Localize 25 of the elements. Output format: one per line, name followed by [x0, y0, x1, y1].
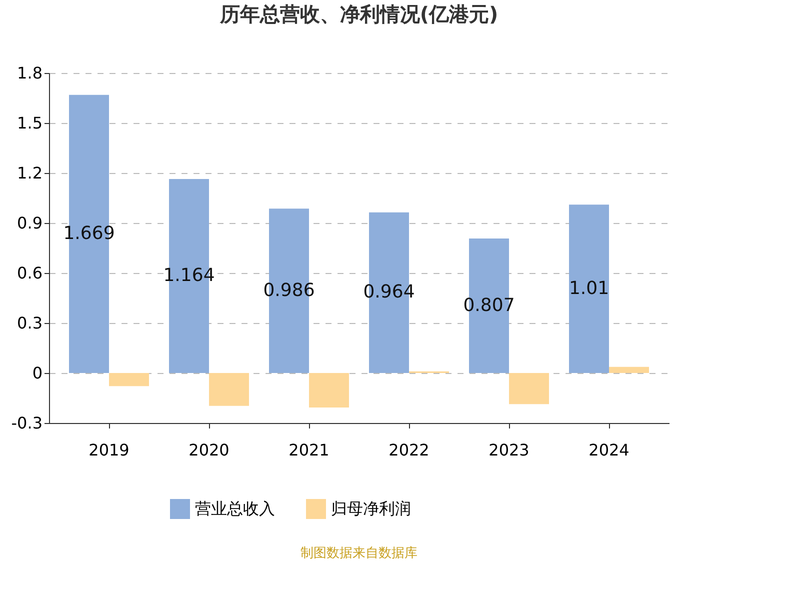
x-tick-label: 2024 — [588, 440, 630, 460]
x-tick-label: 2020 — [188, 440, 230, 460]
y-tick-label: 0.3 — [17, 314, 42, 332]
y-tick-label: 1.2 — [17, 164, 42, 182]
y-tick-label: 0.9 — [17, 214, 42, 232]
text: 制图数据来自数据库 — [300, 546, 418, 561]
y-tick-label: -0.3 — [11, 414, 42, 432]
x-tick-label: 2023 — [488, 440, 530, 460]
legend-label: 归母净利润 — [331, 499, 411, 518]
chart-title: 历年总营收、净利情况(亿港元) — [218, 2, 498, 26]
x-tick-label: 2022 — [388, 440, 430, 460]
bar — [569, 204, 609, 373]
x-tick-label: 2019 — [88, 440, 130, 460]
bar — [609, 366, 649, 373]
bar — [209, 373, 249, 406]
data-label: 1.01 — [568, 278, 610, 299]
bar — [309, 373, 349, 408]
y-tick-label: 0.6 — [17, 264, 42, 282]
y-tick-label: 0 — [32, 364, 42, 382]
bar — [509, 373, 549, 404]
bar — [109, 373, 149, 386]
legend-label: 营业总收入 — [195, 499, 275, 518]
y-tick-label: 1.8 — [17, 64, 42, 82]
y-tick-label: 1.5 — [17, 114, 42, 132]
x-tick-label: 2021 — [288, 440, 330, 460]
